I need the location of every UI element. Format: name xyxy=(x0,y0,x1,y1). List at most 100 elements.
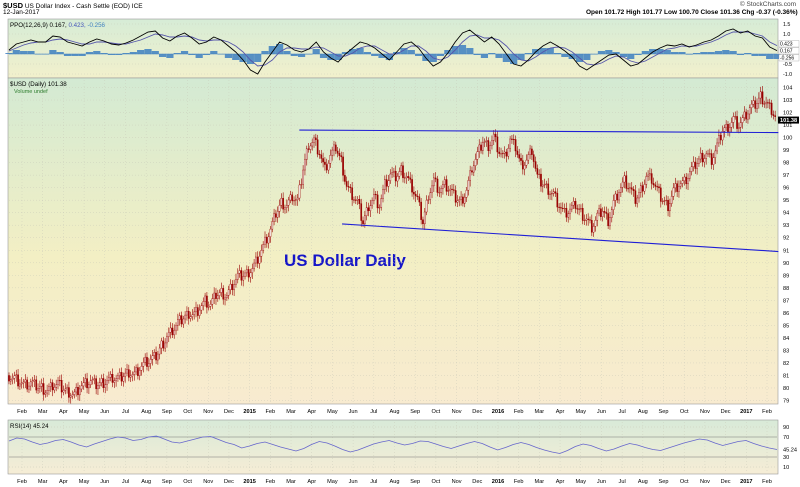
candle-body xyxy=(440,188,442,193)
candle-body xyxy=(576,208,579,210)
candle-body xyxy=(427,199,430,201)
ppo-histogram-bar xyxy=(510,54,518,64)
ppo-tick-label: 1.5 xyxy=(783,22,790,28)
x-tick-label-bottom: Jul xyxy=(619,479,626,485)
candle-body xyxy=(639,185,642,193)
candle-body xyxy=(358,199,361,204)
candle-body xyxy=(741,117,744,123)
price-tick-label: 95 xyxy=(783,198,789,204)
candle-body xyxy=(313,137,315,143)
candle-body xyxy=(581,207,584,221)
candle-body xyxy=(276,211,279,218)
candle-body xyxy=(418,196,421,203)
ppo-series-group xyxy=(5,23,781,75)
price-panel-label: $USD (Daily) 101.38 xyxy=(10,81,67,88)
ppo-histogram-bar xyxy=(195,54,203,58)
candle-body xyxy=(727,123,729,133)
x-tick-label: Mar xyxy=(535,409,545,415)
candle-body xyxy=(258,256,261,264)
candle-body xyxy=(494,133,497,138)
candle-body xyxy=(739,122,742,128)
x-tick-label-bottom: Feb xyxy=(266,479,276,485)
ppo-last-tag xyxy=(778,40,800,48)
ppo-histogram-bar xyxy=(415,54,423,56)
candle-body xyxy=(689,171,691,179)
x-tick-label-bottom: Aug xyxy=(390,479,400,485)
candle-body xyxy=(113,380,116,383)
candle-body xyxy=(676,183,678,192)
candle-body xyxy=(683,176,686,182)
candle-body xyxy=(774,115,777,117)
candle-body xyxy=(77,387,79,396)
candle-body xyxy=(503,151,506,154)
candle-body xyxy=(184,314,186,320)
candle-body xyxy=(331,149,334,156)
ppo-last-value: 0.423 xyxy=(780,42,793,48)
price-series-group xyxy=(8,80,779,472)
candle-body xyxy=(238,270,241,274)
candle-body xyxy=(636,197,639,204)
x-tick-label-bottom: Dec xyxy=(224,479,234,485)
candle-body xyxy=(460,196,462,200)
candle-body xyxy=(498,151,501,154)
price-tick-label: 89 xyxy=(783,273,789,279)
candle-body xyxy=(95,378,97,390)
candle-body xyxy=(632,189,635,191)
candle-body xyxy=(98,382,101,386)
candle-body xyxy=(142,362,145,367)
x-tick-label: Mar xyxy=(38,409,48,415)
ppo-histogram-bar xyxy=(444,50,452,54)
chart-annotation: US Dollar Daily xyxy=(284,251,406,270)
x-tick-label: Sep xyxy=(659,409,669,415)
rsi-panel xyxy=(7,419,779,475)
candle-body xyxy=(391,172,393,175)
x-tick-label: Aug xyxy=(638,409,648,415)
candle-body xyxy=(590,220,593,233)
candle-body xyxy=(278,205,281,212)
candle-body xyxy=(491,140,493,146)
x-tick-label-bottom: Dec xyxy=(721,479,731,485)
candle-body xyxy=(29,381,32,387)
candle-body xyxy=(191,314,194,317)
candle-body xyxy=(135,367,137,373)
candle-body xyxy=(747,113,749,120)
candle-body xyxy=(585,218,588,221)
candle-body xyxy=(656,186,659,188)
candle-body xyxy=(305,148,308,160)
candle-body xyxy=(763,103,766,105)
candle-body xyxy=(322,158,324,163)
ppo-histogram-bar xyxy=(649,49,657,54)
candle-body xyxy=(728,126,731,133)
x-tick-label: Dec xyxy=(472,409,482,415)
candle-body xyxy=(659,187,662,202)
candle-body xyxy=(280,197,283,206)
candle-body xyxy=(654,184,657,187)
candle-body xyxy=(309,145,312,150)
candle-body xyxy=(534,161,537,169)
ppo-histogram-bar xyxy=(466,48,474,54)
chart-title-line: $USD US Dollar Index - Cash Settle (EOD)… xyxy=(3,1,143,10)
candle-body xyxy=(336,150,339,154)
trendline-resistance xyxy=(299,129,779,134)
candle-body xyxy=(374,193,377,196)
ppo-histogram-bar xyxy=(20,51,28,54)
candle-body xyxy=(658,186,660,189)
candle-body xyxy=(133,371,136,375)
candle-body xyxy=(160,340,163,349)
candle-body xyxy=(242,276,245,281)
ohlc-readout: Open 101.72 High 101.77 Low 100.70 Close… xyxy=(586,9,798,16)
x-tick-label-bottom: May xyxy=(79,479,90,485)
candle-body xyxy=(365,207,368,216)
price-tick-label: 84 xyxy=(783,336,789,342)
candle-body xyxy=(267,236,270,244)
candle-body xyxy=(756,103,758,109)
candle-body xyxy=(634,190,637,204)
candle-body xyxy=(609,217,611,227)
price-tick-label: 102 xyxy=(783,111,792,117)
ppo-histogram-bar xyxy=(224,54,233,58)
candle-body xyxy=(155,352,157,361)
x-tick-label-bottom: Apr xyxy=(59,479,68,485)
x-tick-label: Apr xyxy=(556,409,565,415)
x-tick-label: 2017 xyxy=(740,409,752,415)
